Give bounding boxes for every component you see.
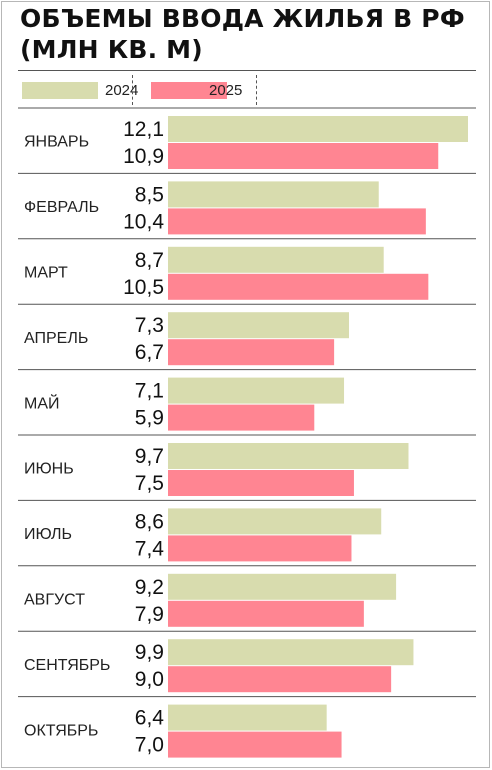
bar-2025 — [168, 470, 354, 496]
bar-2024 — [168, 639, 414, 666]
value-label-2024: 12,1 — [123, 118, 164, 141]
value-label-2025: 7,9 — [135, 603, 164, 626]
value-label-2024: 8,7 — [135, 249, 164, 272]
chart-title: ОБЪЕМЫ ВВОДА ЖИЛЬЯ В РФ (МЛН КВ. М) — [20, 3, 480, 65]
value-label-2025: 10,5 — [123, 276, 164, 299]
month-label: АВГУСТ — [24, 592, 85, 609]
value-label-2025: 7,5 — [135, 472, 164, 495]
bar-2025 — [168, 339, 335, 366]
value-label-2024: 7,1 — [135, 380, 164, 403]
month-label: СЕНТЯБРЬ — [24, 657, 110, 674]
value-label-2024: 8,5 — [135, 183, 164, 206]
bar-2024 — [168, 377, 345, 404]
bar-2024 — [168, 573, 397, 600]
value-label-2025: 6,7 — [135, 341, 164, 364]
legend-separator-right — [256, 75, 257, 105]
bar-2025 — [168, 273, 429, 300]
value-label-2025: 10,9 — [123, 145, 164, 168]
month-label: МАРТ — [24, 265, 68, 282]
value-label-2025: 10,4 — [123, 210, 164, 233]
bar-2024 — [168, 116, 468, 142]
value-label-2025: 9,0 — [135, 668, 164, 691]
bar-2025 — [168, 666, 392, 693]
value-label-2024: 9,7 — [135, 445, 164, 468]
bar-2025 — [168, 600, 364, 627]
bar-2025 — [168, 143, 439, 169]
month-label: МАЙ — [24, 393, 60, 412]
value-label-2024: 6,4 — [135, 707, 165, 730]
value-label-2024: 9,9 — [135, 641, 164, 664]
month-label: ЯНВАРЬ — [24, 134, 89, 151]
bar-2025 — [168, 404, 315, 431]
legend-swatch-2024 — [22, 82, 98, 99]
legend-separator — [132, 75, 133, 105]
bar-2024 — [168, 181, 379, 208]
month-label: ФЕВРАЛЬ — [24, 199, 99, 216]
bar-2025 — [168, 208, 426, 235]
chart-title-line-2: (МЛН КВ. М) — [20, 35, 203, 64]
month-label: ОКТЯБРЬ — [24, 722, 98, 739]
bar-2025 — [168, 731, 342, 758]
bar-2025 — [168, 535, 352, 562]
value-label-2025: 7,4 — [135, 537, 165, 560]
month-label: ИЮЛЬ — [24, 526, 72, 543]
bar-2024 — [168, 508, 382, 535]
value-label-2025: 7,0 — [135, 734, 164, 757]
bar-2024 — [168, 443, 409, 469]
value-label-2024: 8,6 — [135, 510, 164, 533]
month-label: АПРЕЛЬ — [24, 330, 88, 347]
bar-2024 — [168, 312, 349, 339]
value-label-2024: 7,3 — [135, 314, 164, 337]
legend-swatch-2025 — [151, 82, 227, 99]
legend-top-rule — [18, 70, 476, 71]
legend-label-2024: 2024 — [105, 82, 139, 99]
value-label-2024: 9,2 — [135, 576, 164, 599]
month-label: ИЮНЬ — [24, 461, 74, 478]
value-label-2025: 5,9 — [135, 407, 164, 430]
chart-title-line-1: ОБЪЕМЫ ВВОДА ЖИЛЬЯ В РФ — [20, 4, 465, 33]
bar-2024 — [168, 704, 327, 731]
legend: 2024 2025 — [18, 71, 476, 108]
legend-label-2025: 2025 — [209, 82, 243, 99]
bar-2024 — [168, 246, 384, 273]
